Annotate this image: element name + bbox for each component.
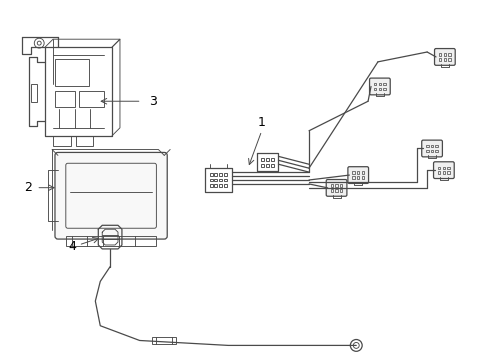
Bar <box>436 150 438 152</box>
Bar <box>340 189 343 192</box>
Bar <box>335 189 338 192</box>
Bar <box>426 145 429 147</box>
FancyBboxPatch shape <box>55 152 167 239</box>
Bar <box>215 184 218 187</box>
Bar <box>210 173 213 176</box>
Bar <box>271 164 274 167</box>
Bar <box>431 150 433 152</box>
Bar <box>224 179 227 181</box>
Bar <box>431 145 433 147</box>
FancyBboxPatch shape <box>326 180 347 196</box>
Bar <box>78 91 104 107</box>
Bar <box>443 53 446 56</box>
Bar <box>362 176 364 179</box>
Bar <box>55 91 74 107</box>
FancyBboxPatch shape <box>422 140 442 157</box>
Bar <box>442 167 445 169</box>
Bar <box>261 158 264 161</box>
Bar <box>220 179 222 181</box>
Bar <box>374 88 376 90</box>
Bar <box>331 189 333 192</box>
Bar <box>448 58 451 60</box>
Bar <box>66 236 156 246</box>
Bar <box>210 179 213 181</box>
Bar <box>220 173 222 176</box>
FancyBboxPatch shape <box>369 78 390 95</box>
Bar <box>374 83 376 85</box>
Bar <box>447 171 450 174</box>
Bar <box>426 150 429 152</box>
Bar <box>215 173 218 176</box>
Bar <box>224 173 227 176</box>
Bar <box>53 136 71 145</box>
FancyBboxPatch shape <box>348 167 368 184</box>
FancyBboxPatch shape <box>435 49 455 65</box>
Bar <box>448 53 451 56</box>
Bar <box>271 158 274 161</box>
Bar <box>439 58 441 60</box>
Text: 2: 2 <box>24 181 32 194</box>
Bar <box>331 184 333 186</box>
Bar <box>352 176 355 179</box>
Bar <box>55 59 90 86</box>
Bar <box>215 179 218 181</box>
Bar <box>220 184 222 187</box>
Text: 3: 3 <box>149 95 157 108</box>
Bar <box>438 167 441 169</box>
FancyBboxPatch shape <box>434 162 454 179</box>
Bar <box>335 184 338 186</box>
Bar <box>383 88 386 90</box>
Bar <box>357 176 359 179</box>
Bar <box>261 164 264 167</box>
Bar <box>379 88 381 90</box>
Bar <box>266 164 269 167</box>
Bar <box>224 184 227 187</box>
Bar <box>152 337 176 345</box>
Bar <box>383 83 386 85</box>
Bar <box>443 58 446 60</box>
Bar <box>31 85 37 102</box>
Bar <box>210 184 213 187</box>
Bar <box>362 171 364 174</box>
Text: 4: 4 <box>69 240 76 253</box>
Text: 1: 1 <box>258 116 266 129</box>
Bar <box>442 171 445 174</box>
Bar <box>438 171 441 174</box>
Bar <box>447 167 450 169</box>
Bar <box>340 184 343 186</box>
Bar <box>379 83 381 85</box>
Bar <box>75 136 94 145</box>
Bar <box>357 171 359 174</box>
Bar <box>352 171 355 174</box>
Bar <box>266 158 269 161</box>
Bar <box>439 53 441 56</box>
Bar <box>436 145 438 147</box>
